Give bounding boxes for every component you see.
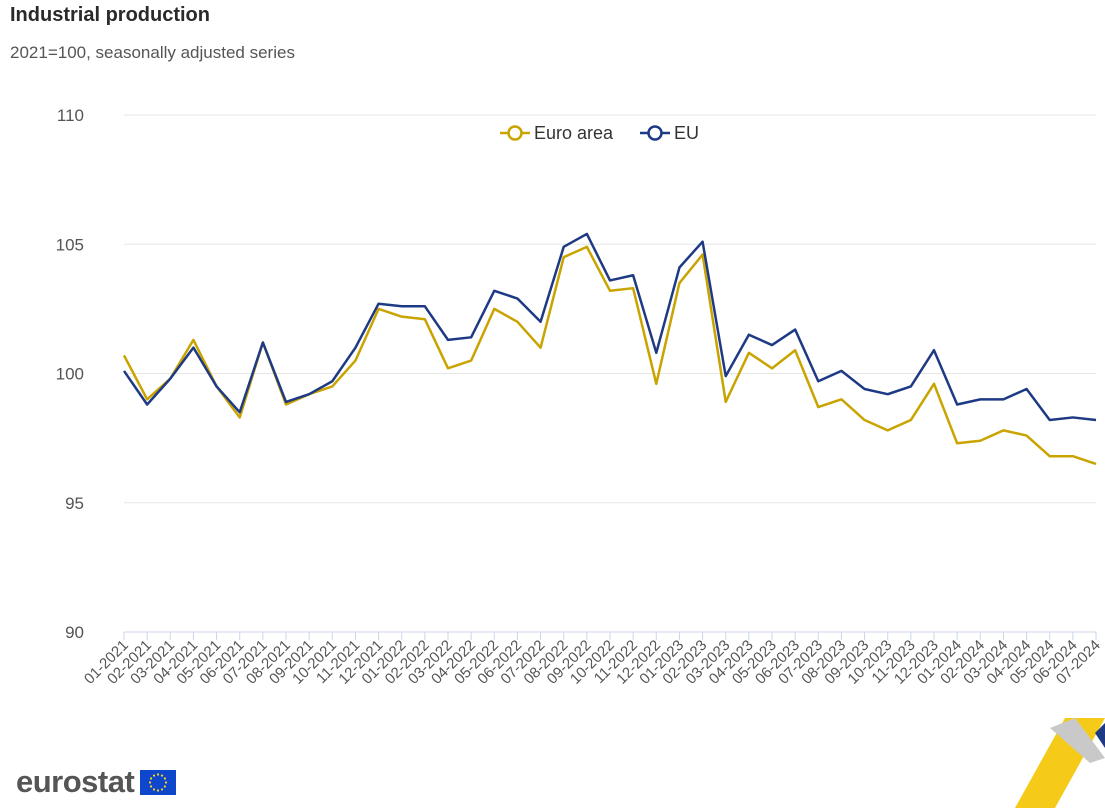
chart-title: Industrial production: [10, 4, 210, 26]
chart-subtitle: 2021=100, seasonally adjusted series: [10, 43, 295, 62]
flag-star: [164, 776, 167, 780]
series-line-euro-area: [122, 245, 1097, 466]
flag-star: [165, 780, 168, 784]
y-tick-label: 110: [57, 106, 84, 125]
y-tick-label: 95: [65, 494, 84, 513]
eurostat-logo: eurostat: [16, 764, 177, 800]
flag-star: [157, 772, 160, 776]
y-tick-label: 100: [56, 365, 84, 384]
corner-decoration: [1015, 718, 1105, 808]
legend-marker-euro-area: [507, 125, 523, 141]
eu-flag-icon: [140, 769, 177, 795]
flag-star: [161, 773, 164, 777]
y-tick-label: 90: [65, 623, 84, 642]
line-chart: 909510010511001-202102-202103-202104-202…: [56, 106, 1104, 688]
flag-star: [164, 784, 167, 788]
flag-star: [150, 784, 153, 788]
legend-marker-eu: [647, 125, 663, 141]
logo-text: eurostat: [16, 764, 135, 799]
legend-label-eu: EU: [674, 123, 699, 143]
flag-star: [157, 788, 160, 792]
legend-label-euro-area: Euro area: [534, 123, 614, 143]
flag-star: [153, 773, 156, 777]
flag-star: [150, 776, 153, 780]
flag-star: [153, 787, 156, 791]
flag-star: [161, 787, 164, 791]
y-tick-label: 105: [56, 235, 84, 254]
flag-star: [149, 780, 152, 784]
series-line-eu: [122, 232, 1097, 422]
